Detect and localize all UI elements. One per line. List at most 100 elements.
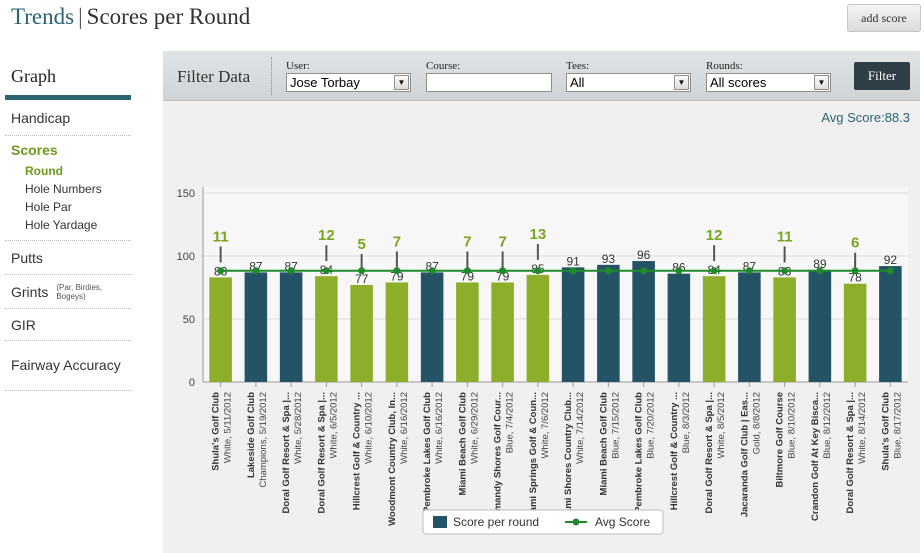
avg-score-point (358, 267, 366, 275)
filter-divider (271, 57, 272, 95)
rounds-select[interactable]: All scores ▼ (706, 73, 831, 92)
x-tick-detail-label: White, 7/6/2012 (540, 392, 551, 459)
x-tick-detail-label: White, 6/29/2012 (469, 392, 480, 464)
tees-select[interactable]: All ▼ (566, 73, 691, 92)
avg-score-point (287, 267, 295, 275)
avg-score-point (640, 267, 648, 275)
marker-label: 13 (530, 226, 547, 243)
x-tick-detail-label: Blue, 8/12/2012 (822, 392, 833, 459)
x-tick-detail-label: White, 5/28/2012 (293, 392, 304, 464)
x-tick-course-label: Woodmont Country Club, In... (387, 392, 398, 526)
score-data-label: 89 (813, 257, 827, 271)
score-bar (632, 261, 655, 382)
score-data-label: 91 (566, 254, 580, 268)
legend-label-avg: Avg Score (595, 515, 650, 529)
user-select-value: Jose Torbay (290, 75, 360, 90)
chart-legend (422, 509, 664, 535)
x-tick-course-label: Doral Golf Resort & Spa |... (704, 392, 715, 513)
x-tick-course-label: Hillcrest Golf & Country ... (352, 392, 363, 510)
avg-score-point (393, 267, 401, 275)
rounds-label: Rounds: (706, 60, 743, 72)
sidebar-subitem-hole-numbers[interactable]: Hole Numbers (25, 182, 102, 196)
page-title: Trends | Scores per Round (11, 4, 250, 30)
y-tick-label: 150 (177, 188, 195, 200)
score-bar (667, 273, 691, 382)
sidebar-item-putts[interactable]: Putts (5, 241, 131, 275)
score-bar (420, 272, 444, 382)
x-tick-course-label: Miami Springs Golf & Coun... (528, 392, 539, 523)
avg-score-point (604, 267, 612, 275)
score-bar (879, 266, 902, 382)
score-bar (244, 272, 268, 382)
score-bar (350, 284, 373, 382)
score-data-label: 78 (848, 271, 862, 285)
x-tick-course-label: Doral Golf Resort & Spa |... (281, 392, 292, 513)
x-tick-detail-label: Blue, 8/10/2012 (787, 392, 798, 459)
y-tick-label: 0 (189, 377, 195, 389)
marker-label: 12 (706, 227, 723, 244)
score-data-label: 77 (355, 272, 369, 286)
sidebar-item-grints[interactable]: Grints (Par, Birdies, Bogeys) (5, 275, 131, 309)
score-bar (738, 272, 761, 382)
avg-score-point (675, 267, 683, 275)
chevron-down-icon[interactable]: ▼ (394, 75, 409, 90)
avg-score-point (322, 267, 330, 275)
chevron-down-icon[interactable]: ▼ (674, 75, 689, 90)
marker-label: 6 (851, 235, 859, 252)
sidebar-item-handicap[interactable]: Handicap (5, 100, 131, 136)
y-tick-label: 100 (177, 251, 195, 263)
x-tick-detail-label: Blue, 8/3/2012 (681, 392, 692, 453)
sidebar-item-fairway-accuracy[interactable]: Fairway Accuracy (5, 341, 131, 391)
x-tick-detail-label: White, 6/16/2012 (399, 392, 410, 464)
marker-label: 11 (213, 228, 229, 245)
legend-swatch-avg-point (572, 518, 580, 526)
chevron-down-icon[interactable]: ▼ (814, 75, 829, 90)
avg-score-point (463, 267, 471, 275)
x-tick-detail-label: Blue, 7/4/2012 (505, 392, 516, 453)
sidebar: Graph Handicap Scores Round Hole Numbers… (5, 62, 131, 391)
title-section: Trends (11, 4, 75, 29)
add-score-button[interactable]: add score (847, 4, 921, 32)
x-tick-detail-label: White, 8/5/2012 (716, 392, 727, 459)
main-panel: Filter Data User: Jose Torbay ▼ Course: … (163, 51, 920, 553)
sidebar-subitem-round[interactable]: Round (25, 164, 63, 178)
tees-select-value: All (570, 75, 585, 90)
course-label: Course: (426, 60, 461, 72)
filter-button[interactable]: Filter (854, 62, 910, 90)
sidebar-subitem-hole-par[interactable]: Hole Par (25, 200, 72, 214)
filter-title: Filter Data (177, 67, 251, 86)
x-tick-course-label: Pembroke Lakes Golf Club (422, 392, 433, 513)
sidebar-grints-note: (Par, Birdies, Bogeys) (56, 282, 103, 301)
sidebar-item-scores[interactable]: Scores (11, 142, 58, 158)
sidebar-subitem-hole-yardage[interactable]: Hole Yardage (25, 218, 98, 232)
x-tick-course-label: Biltmore Golf Course (775, 392, 786, 488)
avg-score-point (499, 267, 507, 275)
x-tick-course-label: Crandon Golf At Key Bisca... (810, 392, 821, 521)
legend-swatch-score (433, 516, 447, 528)
x-tick-course-label: Miami Beach Golf Club (457, 392, 468, 496)
x-tick-course-label: Shula's Golf Club (880, 392, 891, 471)
score-bar (561, 267, 585, 382)
avg-score-point (781, 267, 789, 275)
sidebar-scores-block: Scores Round Hole Numbers Hole Par Hole … (5, 136, 131, 241)
score-bar (279, 272, 303, 382)
y-tick-label: 50 (183, 314, 195, 326)
score-data-label: 79 (496, 269, 510, 283)
avg-score-point (745, 267, 753, 275)
score-bar (773, 277, 796, 382)
course-input[interactable] (426, 73, 552, 92)
sidebar-item-gir[interactable]: GIR (5, 309, 131, 341)
x-tick-detail-label: White, 6/5/2012 (328, 392, 339, 459)
marker-label: 5 (357, 236, 365, 253)
x-tick-course-label: Doral Golf Resort & Spa |... (316, 392, 327, 513)
x-tick-course-label: Miami Shores Country Club... (563, 392, 574, 525)
user-select[interactable]: Jose Torbay ▼ (286, 73, 411, 92)
title-separator: | (78, 4, 83, 29)
score-bar (385, 282, 409, 382)
marker-label: 7 (498, 233, 506, 250)
score-bar (702, 276, 726, 382)
marker-label: 11 (777, 228, 793, 245)
avg-score-point (428, 267, 436, 275)
